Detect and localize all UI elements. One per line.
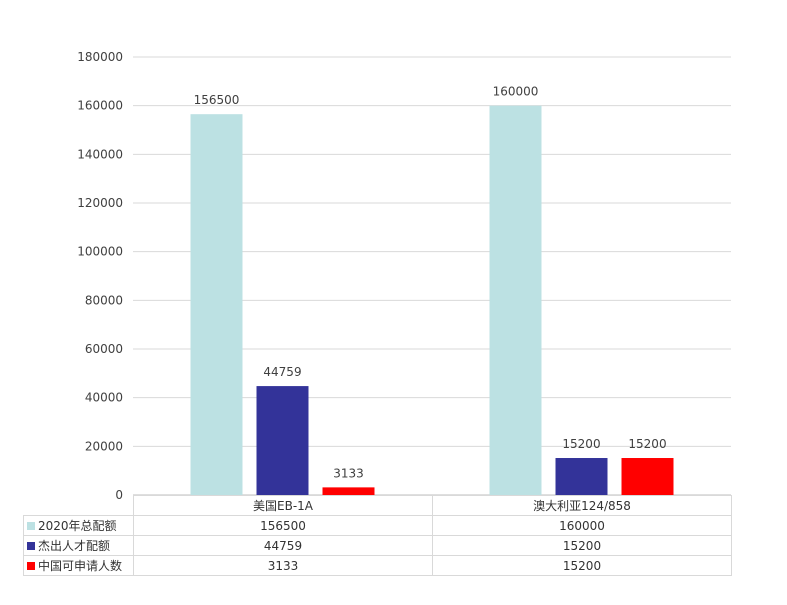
y-tick-label: 140000 (77, 147, 123, 161)
table-row: 2020年总配额 156500 160000 (23, 515, 732, 536)
table-row: 杰出人才配额 44759 15200 (23, 535, 732, 556)
data-label: 44759 (263, 365, 301, 379)
data-label: 15200 (562, 437, 600, 451)
y-tick-label: 160000 (77, 99, 123, 113)
bar (489, 105, 542, 496)
legend-entry: 中国可申请人数 (23, 555, 134, 576)
data-labels: 156500 44759 3133 160000 15200 15200 (194, 85, 667, 481)
table-cell: 160000 (432, 515, 732, 536)
data-label: 3133 (333, 466, 364, 480)
table-cell: 3133 (133, 555, 433, 576)
y-tick-label: 180000 (77, 50, 123, 64)
y-tick-label: 120000 (77, 196, 123, 210)
bar (322, 487, 375, 495)
bar (256, 386, 309, 495)
legend-swatch (27, 522, 35, 530)
bar (190, 114, 243, 495)
table-cell: 44759 (133, 535, 433, 556)
bars (190, 105, 674, 496)
category-header-row: 美国EB-1A 澳大利亚124/858 (23, 495, 732, 516)
table-corner (23, 495, 134, 516)
y-tick-label: 100000 (77, 245, 123, 259)
legend-swatch (27, 562, 35, 570)
data-label: 15200 (628, 437, 666, 451)
legend-entry: 杰出人才配额 (23, 535, 134, 556)
y-axis: 0 20000 40000 60000 80000 100000 120000 140000 1… (77, 50, 123, 502)
series-name: 中国可申请人数 (38, 559, 123, 573)
table-cell: 15200 (432, 535, 732, 556)
series-name: 杰出人才配额 (38, 539, 111, 553)
legend-entry: 2020年总配额 (23, 515, 134, 536)
table-cell: 156500 (133, 515, 433, 536)
y-tick-label: 80000 (85, 293, 123, 307)
category-label: 澳大利亚124/858 (432, 495, 732, 516)
y-tick-label: 40000 (85, 391, 123, 405)
data-label: 160000 (493, 85, 539, 99)
table-row: 中国可申请人数 3133 15200 (23, 555, 732, 576)
category-label: 美国EB-1A (133, 495, 433, 516)
data-label: 156500 (194, 93, 240, 107)
series-name: 2020年总配额 (38, 519, 117, 533)
legend-swatch (27, 542, 35, 550)
y-tick-label: 60000 (85, 342, 123, 356)
bar (555, 458, 608, 495)
y-tick-label: 20000 (85, 439, 123, 453)
data-table: 美国EB-1A 澳大利亚124/858 2020年总配额 156500 1600… (23, 495, 732, 576)
y-tick-label: 0 (115, 488, 123, 502)
table-cell: 15200 (432, 555, 732, 576)
bar (621, 458, 674, 495)
